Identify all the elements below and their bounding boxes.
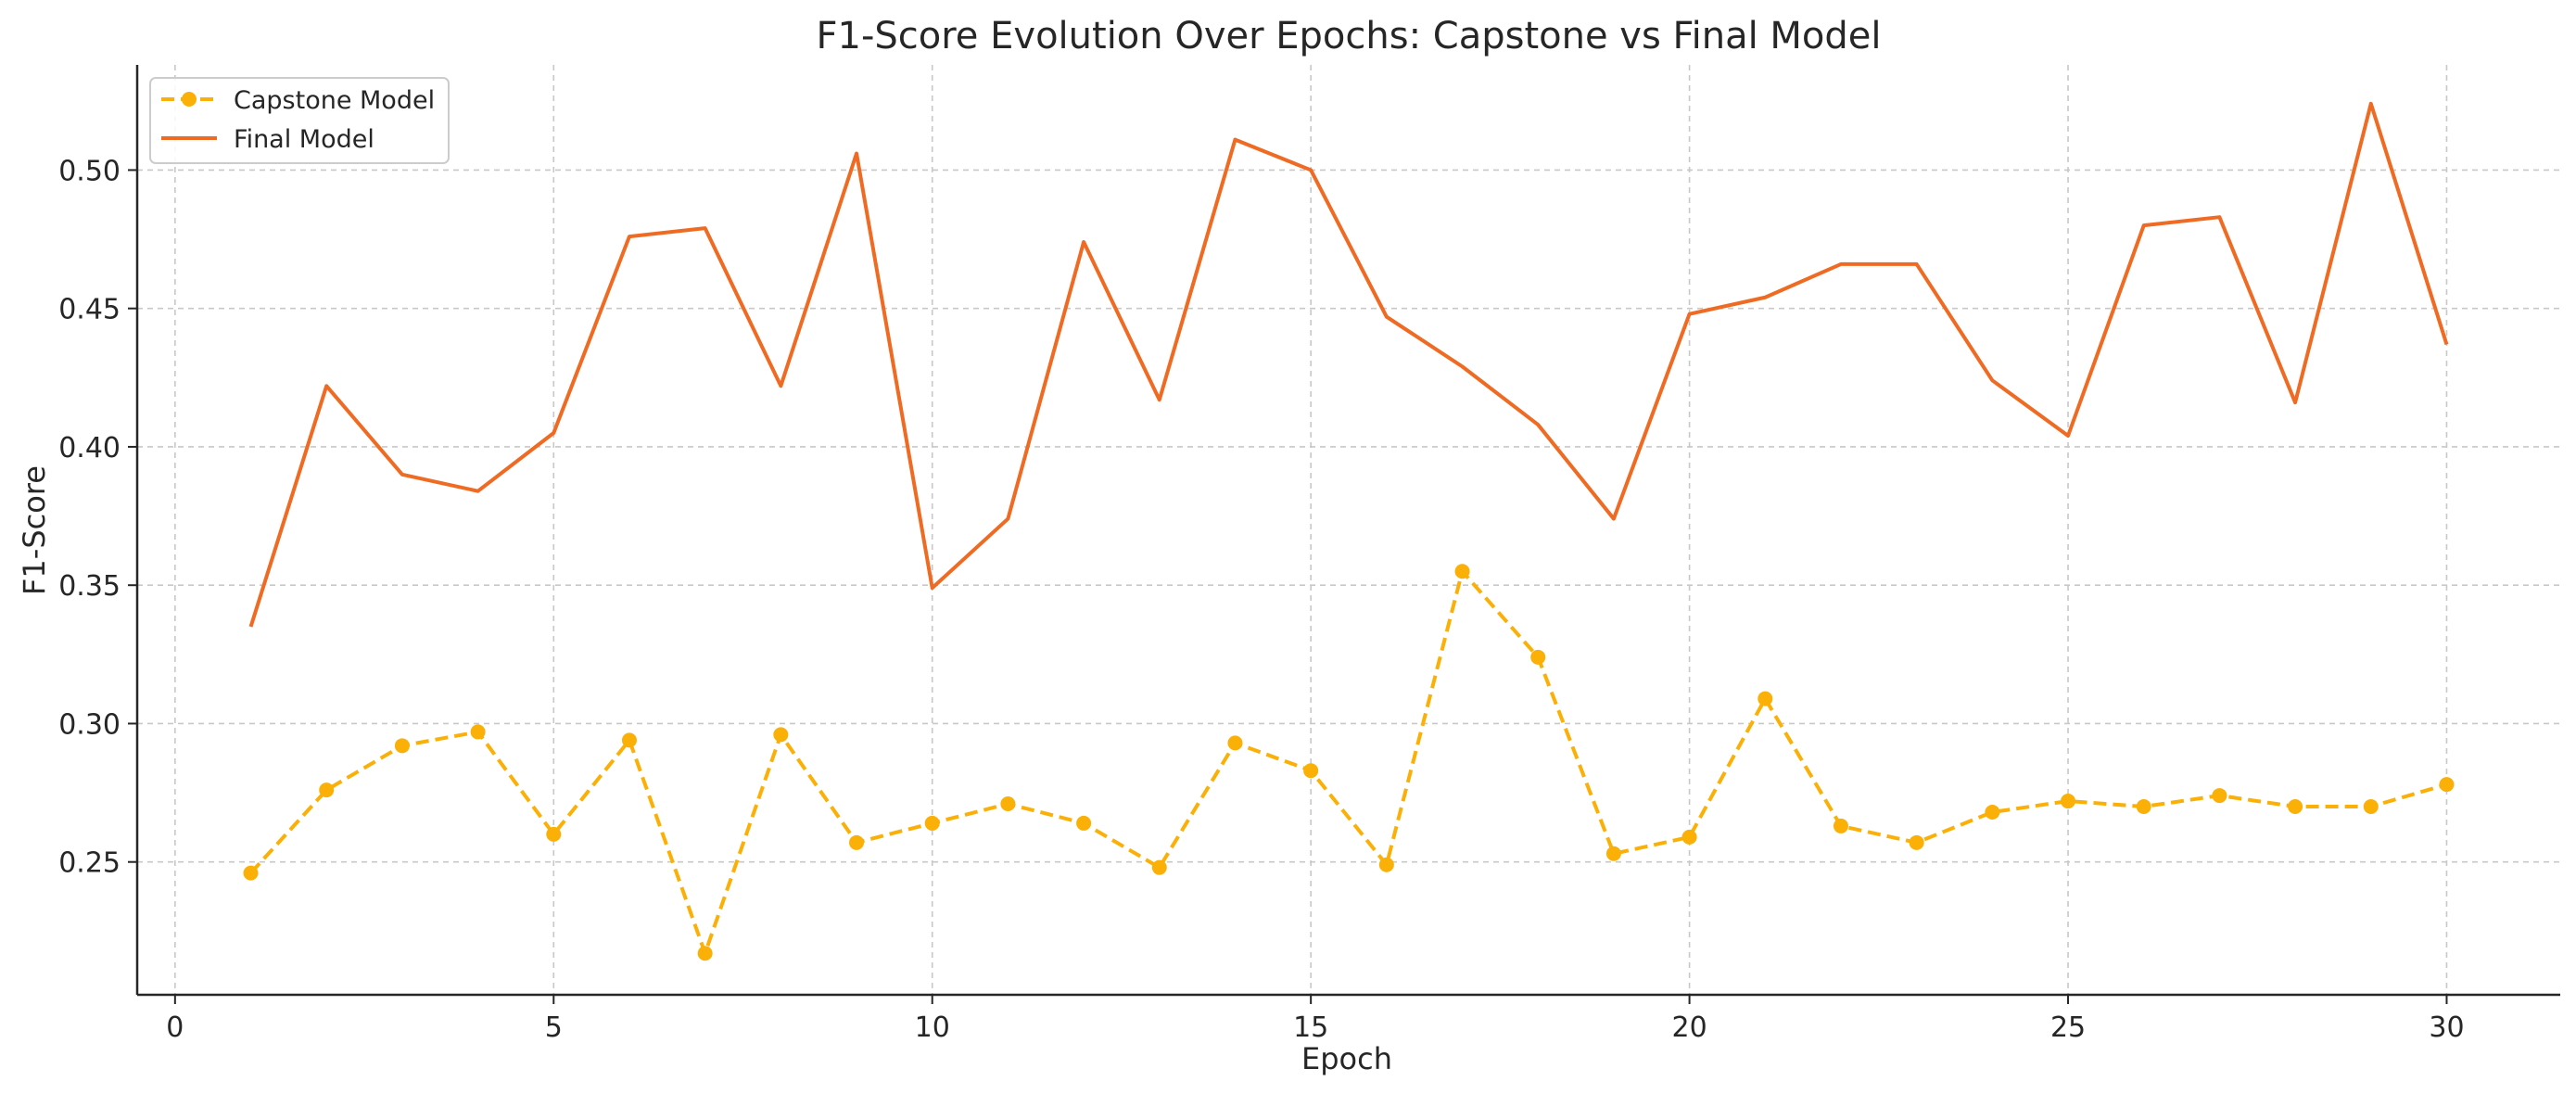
data-point-capstone-model — [2061, 794, 2076, 809]
data-point-capstone-model — [319, 782, 335, 798]
data-point-capstone-model — [2363, 799, 2379, 815]
data-point-capstone-model — [621, 732, 637, 748]
x-tick-label: 0 — [166, 1011, 184, 1044]
grid — [137, 65, 2560, 995]
data-point-capstone-model — [2212, 788, 2227, 804]
data-point-capstone-model — [1758, 691, 1773, 706]
data-point-capstone-model — [924, 815, 940, 831]
y-axis-label: F1-Score — [17, 465, 52, 595]
data-point-capstone-model — [2136, 799, 2151, 815]
data-point-capstone-model — [1909, 834, 1924, 850]
data-point-capstone-model — [1076, 815, 1092, 831]
data-point-capstone-model — [1227, 735, 1243, 751]
data-point-capstone-model — [470, 724, 486, 740]
legend-label-capstone: Capstone Model — [234, 86, 435, 115]
y-tick-label: 0.45 — [58, 294, 121, 326]
data-point-capstone-model — [697, 946, 713, 961]
legend-label-final: Final Model — [234, 125, 374, 154]
series-line-final-model — [248, 101, 2449, 628]
legend-box — [149, 77, 450, 164]
x-tick-label: 20 — [1672, 1011, 1707, 1044]
data-point-capstone-model — [1454, 564, 1470, 579]
data-point-capstone-model — [849, 834, 865, 850]
x-ticks: 0 5 10 15 20 25 30 — [166, 995, 2465, 1044]
x-tick-label: 30 — [2429, 1011, 2464, 1044]
y-tick-label: 0.50 — [58, 155, 121, 187]
data-point-capstone-model — [1833, 818, 1848, 833]
data-point-capstone-model — [1985, 804, 2000, 820]
data-point-capstone-model — [1378, 857, 1394, 872]
data-point-capstone-model — [1303, 763, 1319, 779]
legend-marker-capstone — [182, 92, 197, 107]
data-point-capstone-model — [546, 826, 562, 842]
data-point-capstone-model — [1530, 649, 1546, 665]
data-point-capstone-model — [1151, 859, 1167, 875]
x-axis-label: Epoch — [1301, 1041, 1392, 1076]
x-tick-label: 5 — [545, 1011, 563, 1044]
y-tick-label: 0.35 — [58, 570, 121, 603]
series-layer — [243, 101, 2455, 961]
x-tick-label: 10 — [915, 1011, 950, 1044]
y-tick-label: 0.25 — [58, 847, 121, 880]
chart-title: F1-Score Evolution Over Epochs: Capstone… — [816, 15, 1881, 57]
y-tick-label: 0.40 — [58, 432, 121, 464]
data-point-capstone-model — [1000, 796, 1016, 812]
data-point-capstone-model — [394, 738, 410, 754]
data-point-capstone-model — [243, 865, 259, 881]
data-point-capstone-model — [1605, 846, 1621, 861]
data-point-capstone-model — [2439, 777, 2455, 793]
x-tick-label: 25 — [2050, 1011, 2086, 1044]
data-point-capstone-model — [2288, 799, 2303, 815]
y-tick-label: 0.30 — [58, 708, 121, 741]
series-line-capstone-model — [249, 569, 2448, 956]
y-ticks: 0.25 0.30 0.35 0.40 0.45 0.50 — [58, 155, 137, 880]
legend: Capstone Model Final Model — [149, 77, 450, 164]
data-point-capstone-model — [1681, 829, 1697, 845]
data-point-capstone-model — [773, 727, 789, 743]
x-tick-label: 15 — [1293, 1011, 1328, 1044]
